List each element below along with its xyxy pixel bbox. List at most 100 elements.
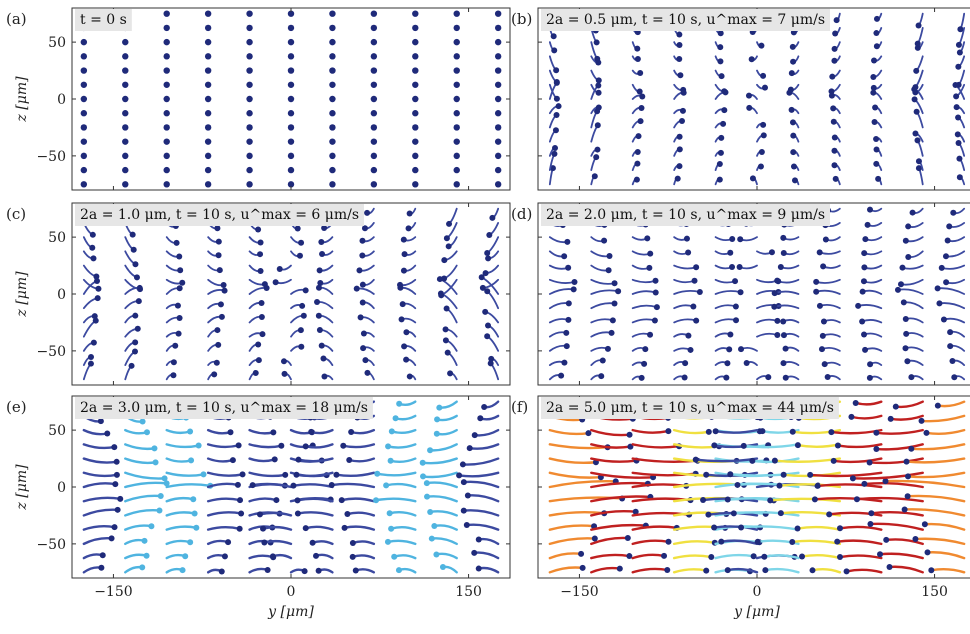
particle-dot [403,329,410,336]
particle-dot [349,540,356,547]
particle-dot [453,124,460,131]
particle-dot [743,359,750,366]
particle-dot [824,373,831,380]
particle-dot [388,525,395,532]
particle-dot [861,480,868,487]
particle-dot [213,359,220,366]
particle-dot [875,175,882,182]
particle-track [389,525,417,531]
particle-dot [831,162,838,169]
particle-dot [238,510,245,517]
particle-dot [700,497,707,504]
particle-track [346,511,376,517]
particle-dot [955,81,962,88]
particle-dot [873,136,880,143]
particle-track [82,443,116,450]
particle-dot [195,442,202,449]
particle-dot [873,160,880,167]
particle-dot [834,442,841,449]
particle-dot [872,104,879,111]
particle-dot [255,357,262,364]
particle-dot [833,17,840,24]
particle-dot [553,95,560,102]
particle-track [838,525,883,531]
particle-track [673,318,698,324]
particle-track [330,482,376,489]
particle-dot [370,67,378,74]
particle-dot [953,93,960,100]
particle-track [815,289,841,295]
particle-dot [790,132,797,139]
particle-dot [113,458,120,465]
particle-dot [635,133,642,140]
particle-dot [320,355,327,362]
particle-dot [204,53,212,60]
particle-dot [873,146,880,153]
particle-track [885,538,924,546]
particle-dot [938,264,945,271]
particle-dot [934,402,941,409]
particle-dot [287,166,295,174]
particle-dot [156,507,163,514]
particle-track [548,457,598,465]
particle-dot [578,550,585,557]
particle-track [900,278,924,286]
particle-dot [494,67,502,74]
particle-track [712,525,759,531]
particle-track [124,428,149,435]
particle-dot [760,72,767,79]
particle-track [631,304,658,310]
particle-dot [902,237,909,244]
particle-dot [182,553,189,560]
particle-track [428,443,458,452]
particle-track [82,525,116,531]
particle-dot [870,89,877,96]
particle-track [261,525,293,531]
particle-track [296,511,334,517]
particle-dot [912,84,919,91]
particle-dot [563,329,570,336]
particle-dot [148,523,155,530]
particle-dot [558,372,565,379]
particle-dot [717,58,724,65]
particle-dot [696,289,703,296]
particle-dot [818,346,825,353]
axes-frame [537,395,970,579]
particle-dot [204,110,212,117]
particle-dot [269,553,276,560]
particle-dot [615,288,622,295]
y-tick-label: 0 [57,92,66,108]
particle-dot [137,286,144,293]
particle-dot [727,249,734,256]
particle-track [818,250,841,255]
particle-dot [595,89,602,96]
particle-dot [249,482,256,489]
particle-track [903,508,966,517]
particle-dot [370,95,378,103]
particle-dot [943,279,950,286]
particle-dot [352,567,359,574]
particle-dot [204,166,212,174]
particle-dot [485,255,492,262]
particle-track [631,428,670,434]
particle-dot [758,42,765,49]
panel-letter: (a) [6,10,27,28]
particle-dot [761,84,768,91]
particle-dot [298,343,305,350]
particle-dot [828,429,835,436]
particle-dot [632,508,639,515]
particle-dot [434,416,441,423]
particle-dot [176,315,183,322]
particle-dot [443,235,450,242]
particle-track [435,552,458,560]
particle-dot [813,288,820,295]
particle-dot [780,249,787,256]
particle-dot [427,509,434,516]
particle-dot [295,456,302,463]
particle-dot [370,152,378,160]
particle-dot [370,124,378,131]
particle-dot [255,341,262,348]
particle-dot [738,524,745,531]
particle-track [732,511,800,517]
particle-track [440,278,458,297]
